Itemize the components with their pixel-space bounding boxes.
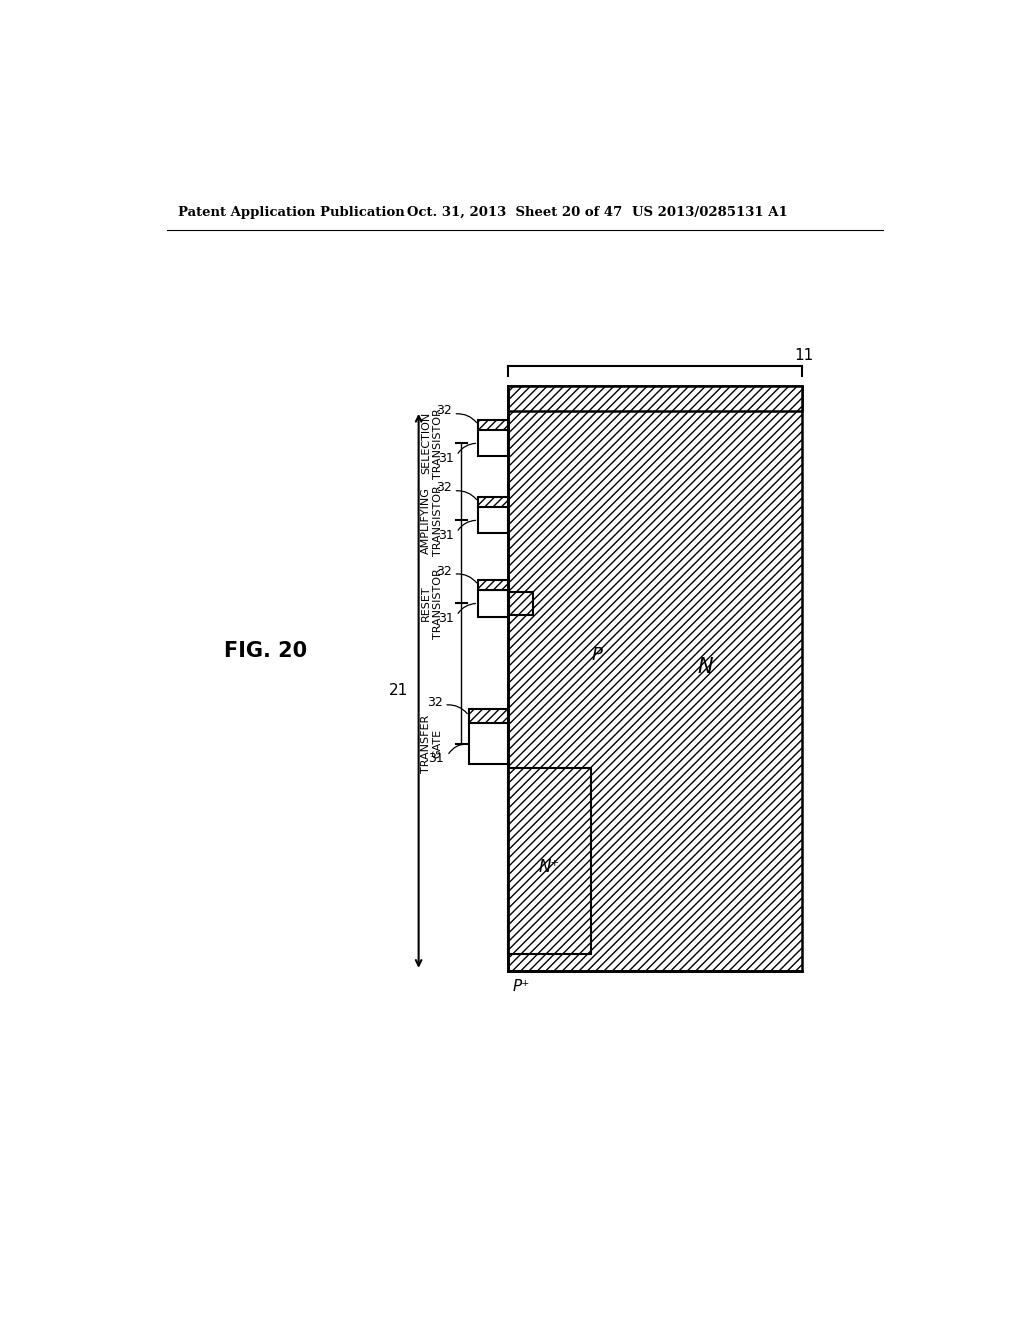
Text: AMPLIFYING
TRANSISTOR: AMPLIFYING TRANSISTOR [421,484,442,556]
Bar [508,385,802,970]
Text: 32: 32 [436,482,452,495]
Text: RESET
TRANSISTOR: RESET TRANSISTOR [421,568,442,639]
Text: N⁺: N⁺ [539,858,560,875]
Bar [478,420,508,430]
Text: P: P [592,645,602,664]
Text: 31: 31 [437,612,454,626]
Bar [509,591,532,615]
Bar [478,507,508,533]
Bar [478,498,508,507]
Text: FIG. 20: FIG. 20 [224,642,307,661]
Bar [508,385,802,411]
Text: SELECTION
TRANSISTOR: SELECTION TRANSISTOR [421,408,442,479]
Text: 32: 32 [436,565,452,578]
Bar [508,768,592,954]
Text: N: N [697,656,713,677]
Text: 31: 31 [437,453,454,465]
Text: 11: 11 [795,348,814,363]
Text: 32: 32 [436,404,452,417]
Text: US 2013/0285131 A1: US 2013/0285131 A1 [632,206,787,219]
Text: Oct. 31, 2013  Sheet 20 of 47: Oct. 31, 2013 Sheet 20 of 47 [407,206,623,219]
Text: 31: 31 [428,752,444,766]
Bar [469,722,508,764]
Bar [478,581,508,590]
Text: 31: 31 [437,529,454,543]
Text: 21: 21 [388,682,408,698]
Text: 32: 32 [427,696,442,709]
Text: Patent Application Publication: Patent Application Publication [178,206,406,219]
Text: TRANSFER
GATE: TRANSFER GATE [421,714,442,772]
Text: P⁺: P⁺ [513,978,530,994]
Bar [478,429,508,457]
Bar [478,590,508,616]
Bar [469,709,508,723]
